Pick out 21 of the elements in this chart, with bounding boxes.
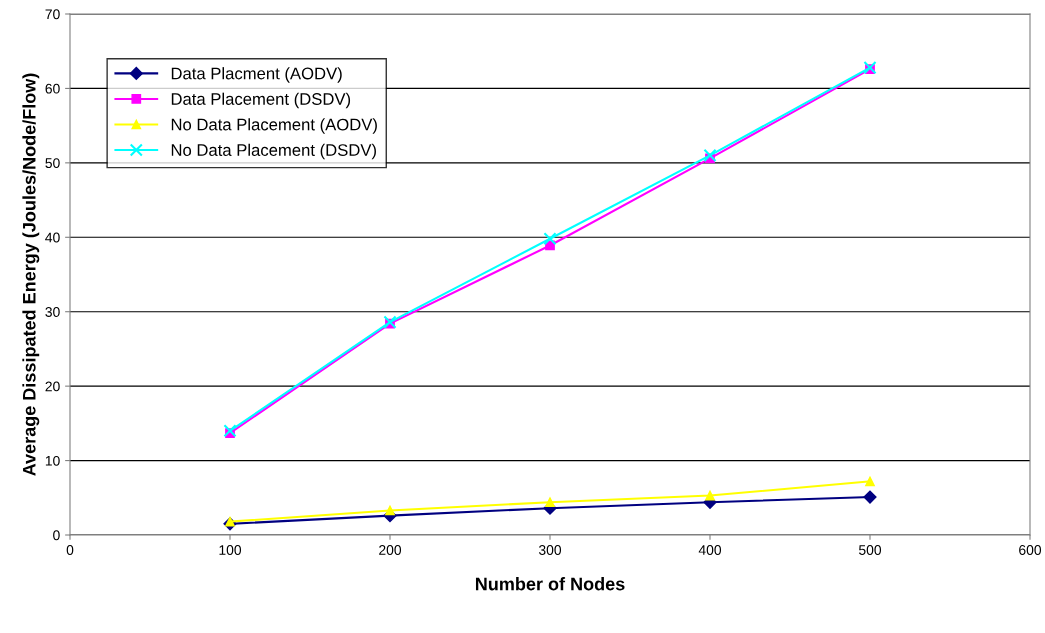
y-tick-label: 30 [45,307,60,317]
x-tick-label: 400 [698,545,722,555]
legend-label: Data Placment (AODV) [171,67,342,83]
x-tick-label: 200 [379,545,402,555]
legend-label: No Data Placement (DSDV) [171,143,376,160]
y-tick-label: 20 [45,381,60,392]
y-axis-title: Average Dissipated Energy (Joules/Node/Flow) [22,73,40,476]
x-axis-title: Number of Nodes [475,577,625,591]
y-tick-label: 40 [45,232,60,243]
y-tick-label: 10 [45,455,60,466]
x-tick-label: 600 [1019,545,1042,555]
y-tick-label: 60 [45,83,60,94]
x-tick-label: 100 [219,545,242,555]
x-tick-label: 300 [538,545,562,555]
y-tick-label: 70 [45,9,60,20]
legend-label: No Data Placement (AODV) [171,118,377,134]
x-tick-label: 500 [858,545,882,555]
y-tick-label: 0 [53,530,60,541]
y-tick-label: 50 [45,158,60,169]
legend-label: Data Placement (DSDV) [171,92,351,109]
x-tick-label: 0 [66,545,74,555]
